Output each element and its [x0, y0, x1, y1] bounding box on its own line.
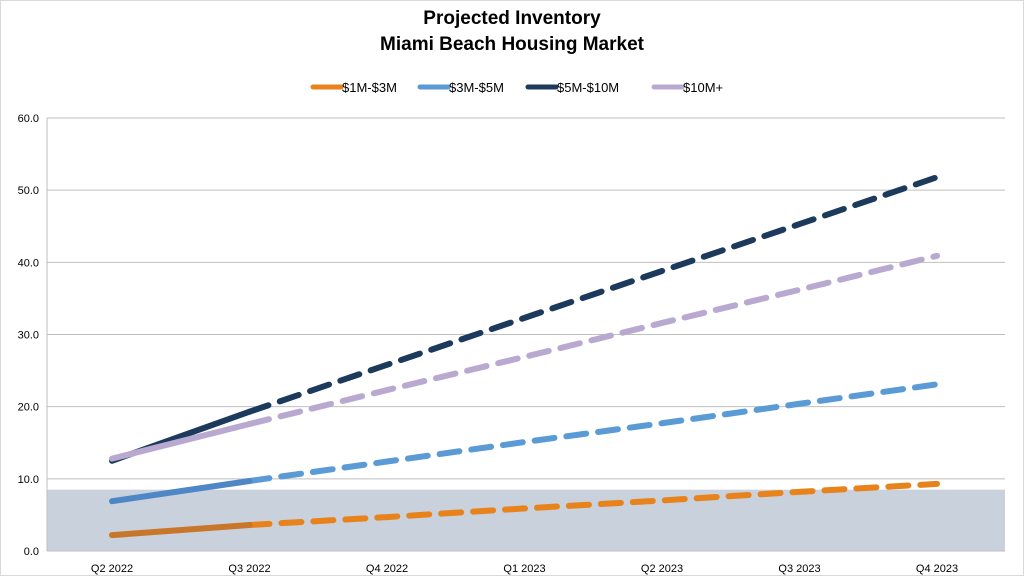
y-tick-label: 0.0 — [24, 546, 39, 558]
series-actual-line — [109, 420, 253, 462]
legend-label: $3M-$5M — [449, 80, 504, 95]
x-tick-label: Q3 2022 — [228, 563, 270, 575]
chart-title-line-1: Projected Inventory — [423, 8, 601, 29]
shaded-band — [47, 489, 1005, 551]
chart-title-line-2: Miami Beach Housing Market — [380, 34, 644, 55]
y-tick-label: 20.0 — [18, 402, 39, 414]
series-actual-line — [109, 477, 253, 505]
series-projected-line — [246, 381, 940, 484]
legend-label: $10M+ — [683, 80, 723, 95]
y-tick-label: 60.0 — [18, 113, 39, 125]
y-tick-label: 50.0 — [18, 185, 39, 197]
legend-label: $5M-$10M — [557, 80, 619, 95]
y-tick-label: 40.0 — [18, 257, 39, 269]
series-projected-line — [246, 174, 940, 415]
series-projected-line — [246, 252, 940, 427]
x-tick-label: Q2 2022 — [91, 563, 133, 575]
x-tick-label: Q4 2023 — [916, 563, 958, 575]
x-tick-label: Q4 2022 — [366, 563, 408, 575]
x-tick-label: Q1 2023 — [503, 563, 545, 575]
y-tick-label: 10.0 — [18, 474, 39, 486]
y-tick-label: 30.0 — [18, 330, 39, 342]
legend-label: $1M-$3M — [342, 80, 397, 95]
x-tick-label: Q2 2023 — [641, 563, 683, 575]
x-tick-label: Q3 2023 — [778, 563, 820, 575]
series-projected-line — [246, 480, 940, 529]
series-actual-line — [109, 522, 253, 539]
